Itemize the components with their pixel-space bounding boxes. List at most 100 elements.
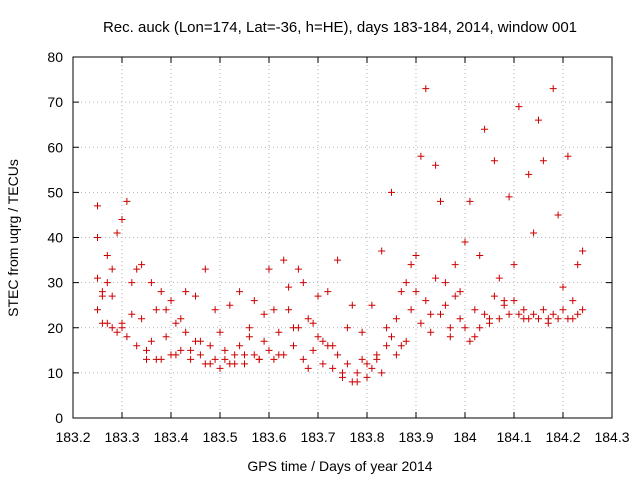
data-point [231, 351, 239, 359]
data-point [118, 319, 126, 327]
x-tick-label: 183.9 [398, 429, 433, 445]
data-point [245, 333, 253, 341]
data-point [147, 279, 155, 287]
data-point [471, 306, 479, 314]
x-tick-label: 183.2 [55, 429, 90, 445]
data-point [94, 274, 101, 282]
data-point [162, 333, 170, 341]
data-point [299, 355, 307, 363]
data-point [103, 279, 111, 287]
data-point [348, 301, 356, 309]
data-point [564, 152, 572, 160]
data-point [481, 310, 489, 318]
data-point [177, 346, 185, 354]
data-point [554, 315, 562, 323]
data-point [535, 116, 542, 124]
data-point [280, 351, 288, 359]
data-point [437, 310, 444, 318]
data-point [314, 333, 322, 341]
data-point [241, 351, 248, 359]
data-point [432, 274, 440, 282]
data-point [358, 355, 366, 363]
data-point [549, 310, 557, 318]
data-point [343, 360, 351, 368]
data-point [265, 265, 273, 273]
data-point [94, 234, 101, 241]
data-point [554, 211, 562, 219]
data-point [412, 288, 420, 296]
data-point [275, 328, 283, 336]
chart-title: Rec. auck (Lon=174, Lat=-36, h=HE), days… [103, 19, 577, 36]
y-axis-label: STEC from uqrg / TECUs [5, 159, 21, 317]
data-point [226, 360, 234, 368]
data-point [182, 288, 190, 296]
data-point [486, 319, 493, 327]
data-point [211, 306, 219, 314]
y-tick-label: 80 [47, 49, 63, 65]
data-point [373, 355, 381, 363]
data-point [402, 279, 410, 287]
data-point [157, 288, 165, 296]
tick-labels: 183.2 183.3 183.4 183.5 183.6 183.7 183.8 183.9… [47, 49, 629, 445]
data-point [383, 342, 391, 350]
data-point [108, 292, 116, 300]
x-tick-label: 184 [453, 429, 477, 445]
data-point [177, 315, 185, 323]
grid [73, 57, 612, 418]
data-point [451, 261, 459, 269]
data-point [490, 292, 498, 300]
data-point [187, 346, 195, 354]
data-point [525, 170, 533, 178]
data-point [481, 125, 489, 133]
data-point [324, 288, 332, 296]
data-point [539, 306, 547, 314]
data-point [422, 297, 430, 305]
data-points [94, 85, 587, 386]
data-point [515, 310, 523, 318]
data-point [358, 328, 366, 336]
data-point [456, 315, 464, 323]
axis-ticks [72, 56, 613, 419]
data-point [123, 197, 131, 205]
data-point [236, 342, 244, 350]
data-point [334, 351, 342, 359]
x-tick-label: 183.6 [251, 429, 286, 445]
data-point [559, 283, 567, 291]
data-point [329, 364, 337, 372]
data-point [98, 288, 106, 296]
data-point [314, 292, 322, 300]
data-point [549, 85, 557, 93]
data-point [495, 274, 503, 282]
data-point [113, 328, 121, 336]
data-point [167, 351, 175, 359]
data-point [490, 157, 498, 165]
data-point [339, 373, 346, 381]
x-tick-label: 183.8 [349, 429, 384, 445]
data-point [520, 306, 528, 314]
data-point [280, 256, 288, 264]
y-tick-label: 10 [47, 365, 63, 381]
data-point [441, 301, 449, 309]
data-point [294, 265, 302, 273]
data-point [138, 261, 146, 269]
data-point [206, 342, 214, 350]
data-point [441, 279, 449, 287]
x-tick-label: 183.4 [153, 429, 188, 445]
data-point [476, 324, 484, 332]
data-point [187, 355, 195, 363]
data-point [510, 261, 518, 269]
data-point [535, 315, 542, 323]
data-point [544, 319, 552, 327]
data-point [446, 324, 454, 332]
data-point [143, 355, 150, 363]
data-point [304, 315, 312, 323]
data-point [343, 324, 351, 332]
data-point [250, 297, 258, 305]
x-tick-label: 184.2 [545, 429, 580, 445]
data-point [353, 369, 361, 377]
data-point [182, 328, 190, 336]
data-point [270, 355, 278, 363]
data-point [569, 297, 577, 305]
data-point [363, 360, 371, 368]
data-point [192, 292, 199, 300]
